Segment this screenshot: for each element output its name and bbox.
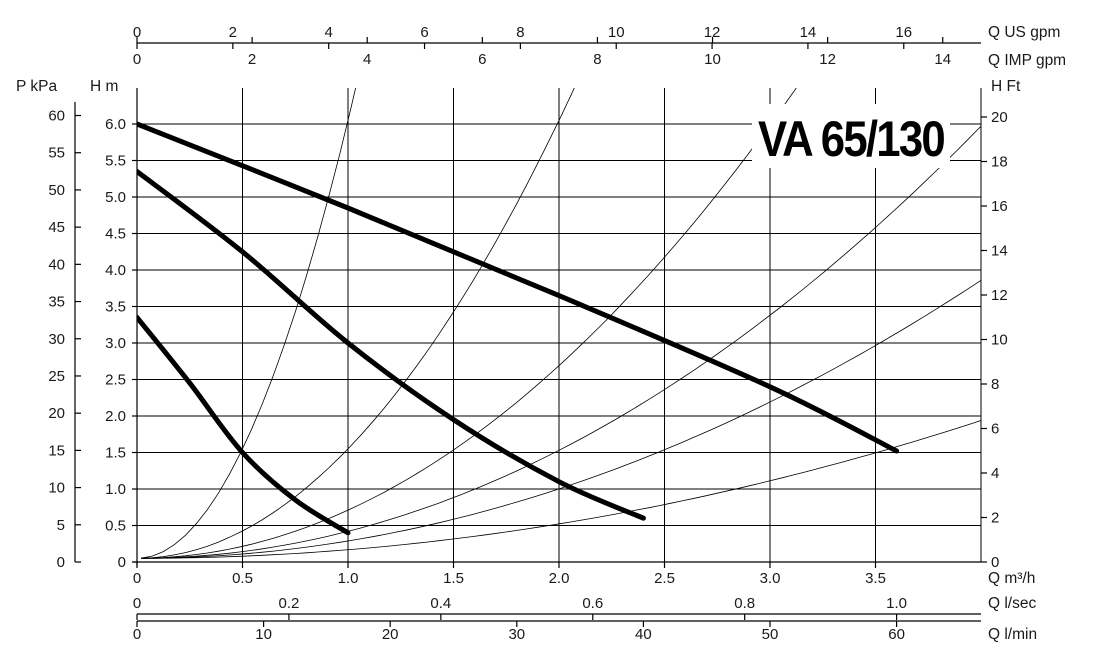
m3h-axis-title: Q m³/h	[988, 570, 1035, 587]
ft-tick-label: 8	[991, 376, 999, 393]
lmin-tick-label: 20	[382, 626, 399, 643]
usgpm-tick-label: 8	[516, 24, 524, 41]
hft-axis-title: H Ft	[991, 78, 1021, 95]
kpa-tick-label: 0	[57, 554, 65, 571]
pump-curve-speed-1	[137, 314, 351, 536]
kpa-tick-label: 50	[48, 182, 65, 199]
y-tick-label: 2.5	[105, 372, 126, 389]
pump-curve-speed-3	[137, 121, 900, 454]
usgpm-tick-label: 4	[325, 24, 333, 41]
ft-tick-label: 18	[991, 153, 1008, 170]
title-background	[752, 104, 950, 168]
ft-tick-label: 4	[991, 465, 999, 482]
lsec-tick-label: 1.0	[886, 595, 907, 612]
system-curve-4	[141, 125, 981, 559]
kpa-tick-label: 60	[48, 108, 65, 125]
ft-tick-label: 20	[991, 109, 1008, 126]
lsec-tick-label: 0	[133, 595, 141, 612]
kpa-axis-title: P kPa	[16, 78, 57, 95]
x-tick-label: 3.5	[865, 570, 886, 587]
x-tick-label: 2.0	[549, 570, 570, 587]
y-tick-label: 5.5	[105, 153, 126, 170]
lsec-tick-label: 0.6	[582, 595, 603, 612]
system-curve-6	[141, 420, 981, 559]
y-tick-label: 2.0	[105, 408, 126, 425]
kpa-tick-label: 25	[48, 368, 65, 385]
x-tick-label: 3.0	[760, 570, 781, 587]
usgpm-tick-label: 16	[895, 24, 912, 41]
kpa-tick-label: 35	[48, 294, 65, 311]
y-tick-label: 1.5	[105, 445, 126, 462]
usgpm-tick-label: 2	[229, 24, 237, 41]
lmin-tick-label: 30	[508, 626, 525, 643]
kpa-tick-label: 30	[48, 331, 65, 348]
y-tick-label: 1.0	[105, 481, 126, 498]
y-tick-label: 3.0	[105, 335, 126, 352]
system-curve-2	[141, 88, 575, 559]
usgpm-tick-label: 14	[800, 24, 817, 41]
kpa-tick-label: 40	[48, 256, 65, 273]
lmin-tick-label: 50	[762, 626, 779, 643]
ft-tick-label: 14	[991, 242, 1008, 259]
pump-curve-speed-2	[137, 169, 646, 521]
kpa-tick-label: 45	[48, 219, 65, 236]
y-tick-label: 4.5	[105, 226, 126, 243]
impgpm-tick-label: 8	[593, 51, 601, 68]
x-tick-label: 0.5	[232, 570, 253, 587]
lsec-tick-label: 0.2	[278, 595, 299, 612]
impgpm-tick-label: 12	[819, 51, 836, 68]
axes: 0 0.5 1.0 1.5 2.0 2.5 3.0 3.5 4.0 4.5 5.0 5.5 6.0 0 5 1…	[16, 24, 1066, 643]
system-curve-5	[141, 279, 981, 559]
y-tick-label: 0	[118, 554, 126, 571]
impgpm-tick-label: 2	[248, 51, 256, 68]
y-tick-label: 6.0	[105, 116, 126, 133]
y-tick-label: 0.5	[105, 518, 126, 535]
lmin-tick-label: 0	[133, 626, 141, 643]
system-curve-3	[141, 88, 797, 559]
kpa-tick-label: 5	[57, 517, 65, 534]
system-curves	[141, 88, 981, 559]
lsec-tick-label: 0.4	[430, 595, 451, 612]
kpa-tick-label: 10	[48, 480, 65, 497]
lmin-axis-title: Q l/min	[988, 626, 1037, 643]
y-tick-label: 5.0	[105, 189, 126, 206]
impgpm-tick-label: 4	[363, 51, 371, 68]
impgpm-axis-title: Q IMP gpm	[988, 52, 1066, 69]
usgpm-tick-label: 0	[133, 24, 141, 41]
ft-tick-label: 12	[991, 287, 1008, 304]
usgpm-axis-title: Q US gpm	[988, 24, 1060, 41]
x-tick-label: 2.5	[654, 570, 675, 587]
pump-curves	[137, 121, 900, 536]
impgpm-tick-label: 6	[478, 51, 486, 68]
ft-tick-label: 2	[991, 509, 999, 526]
x-tick-label: 1.0	[338, 570, 359, 587]
usgpm-tick-label: 10	[608, 24, 625, 41]
hm-axis-title: H m	[90, 78, 118, 95]
lmin-tick-label: 10	[255, 626, 272, 643]
usgpm-tick-label: 12	[704, 24, 721, 41]
chart-title: VA 65/130	[758, 111, 944, 167]
y-tick-label: 3.5	[105, 299, 126, 316]
kpa-tick-label: 20	[48, 405, 65, 422]
kpa-tick-label: 55	[48, 145, 65, 162]
impgpm-tick-label: 14	[934, 51, 951, 68]
lsec-tick-label: 0.8	[734, 595, 755, 612]
ft-tick-label: 0	[991, 554, 999, 571]
y-tick-label: 4.0	[105, 262, 126, 279]
impgpm-tick-label: 0	[133, 51, 141, 68]
chart-title-box: VA 65/130	[752, 104, 950, 168]
ft-tick-label: 10	[991, 331, 1008, 348]
x-tick-label: 1.5	[443, 570, 464, 587]
system-curve-1	[141, 88, 356, 559]
lmin-tick-label: 60	[888, 626, 905, 643]
kpa-tick-label: 15	[48, 442, 65, 459]
usgpm-tick-label: 6	[420, 24, 428, 41]
lmin-tick-label: 40	[635, 626, 652, 643]
x-tick-label: 0	[133, 570, 141, 587]
lsec-axis-title: Q l/sec	[988, 595, 1036, 612]
ft-tick-label: 16	[991, 198, 1008, 215]
ft-tick-label: 6	[991, 420, 999, 437]
impgpm-tick-label: 10	[704, 51, 721, 68]
